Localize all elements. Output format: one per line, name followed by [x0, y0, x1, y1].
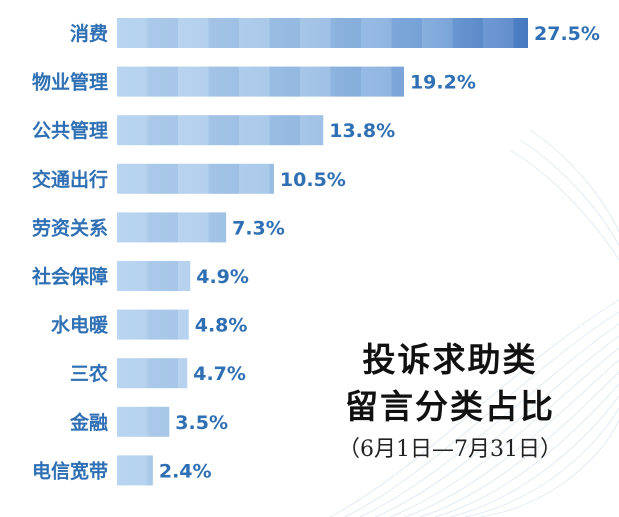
bar — [117, 163, 274, 194]
bar-tile — [269, 18, 300, 48]
category-label: 水电暖 — [51, 314, 109, 337]
bar-tile — [208, 163, 239, 194]
bar-tile — [147, 163, 178, 194]
bar-tile — [178, 115, 209, 146]
bar-tile — [452, 18, 483, 48]
category-label: 劳资关系 — [32, 216, 108, 239]
bar-tile — [208, 212, 227, 243]
bar — [117, 406, 170, 437]
bar-tile — [147, 358, 178, 389]
bar-group — [117, 212, 227, 243]
bar-tile — [361, 18, 392, 48]
bar-group — [117, 406, 170, 437]
bar-tile — [239, 163, 270, 194]
bar-tile — [422, 18, 453, 48]
bar-tile — [391, 18, 422, 48]
bar-group — [117, 455, 153, 486]
bar-tile — [147, 406, 170, 437]
bar — [117, 66, 404, 97]
bar-tile — [147, 309, 178, 340]
bar-tile — [361, 66, 392, 97]
bar — [117, 212, 227, 243]
bar — [117, 18, 528, 48]
value-label: 10.5% — [280, 169, 346, 191]
bar-tile — [208, 66, 239, 97]
bar-group — [117, 358, 188, 389]
bar-tile — [513, 18, 528, 48]
value-label: 27.5% — [534, 23, 600, 45]
bar-tile — [178, 358, 188, 389]
bar-tile — [330, 18, 361, 48]
bar-tile — [147, 261, 178, 291]
category-label: 交通出行 — [32, 168, 108, 191]
bar-tile — [300, 115, 324, 146]
bar-tile — [208, 115, 239, 146]
bar-tile — [208, 18, 239, 48]
bar — [117, 115, 324, 146]
bar-group — [117, 309, 189, 340]
category-label: 物业管理 — [32, 71, 108, 94]
bar — [117, 358, 188, 389]
bar-tile — [178, 212, 209, 243]
value-label: 2.4% — [159, 460, 212, 482]
category-label: 金融 — [69, 411, 108, 434]
chart-title-block: 投诉求助类 留言分类占比 （6月1日—7月31日） — [300, 338, 600, 468]
bar-group — [117, 18, 528, 48]
bar-tile — [178, 309, 189, 340]
bar-tile — [178, 18, 209, 48]
bar-tile — [178, 261, 191, 291]
bar — [117, 309, 189, 340]
chart-title-line-2: 留言分类占比 — [345, 387, 555, 426]
category-label: 社会保障 — [31, 265, 108, 288]
bar-tile — [269, 115, 300, 146]
category-label: 消费 — [70, 22, 108, 45]
bar-group — [117, 66, 404, 97]
bar — [117, 261, 191, 291]
chart-subtitle-date-range: （6月1日—7月31日） — [338, 437, 562, 462]
bar-tile — [239, 18, 270, 48]
bar-tile — [239, 66, 270, 97]
category-label: 三农 — [70, 362, 108, 385]
value-label: 13.8% — [329, 120, 395, 142]
bar-tile — [330, 66, 361, 97]
category-label: 公共管理 — [32, 119, 108, 142]
value-label: 19.2% — [410, 72, 476, 94]
bar-tile — [147, 115, 178, 146]
value-label: 4.7% — [193, 363, 246, 385]
chart-title-line-1: 投诉求助类 — [362, 340, 538, 379]
bar-tile — [483, 18, 514, 48]
bar-group — [117, 261, 191, 291]
bar-tile — [178, 163, 209, 194]
bar — [117, 455, 153, 486]
bar-tile — [300, 18, 331, 48]
bar-tile — [300, 66, 331, 97]
value-label: 7.3% — [232, 217, 285, 239]
bar-tile — [178, 66, 209, 97]
bar-group — [117, 115, 324, 146]
bar-tile — [269, 163, 274, 194]
bar-tile — [239, 115, 270, 146]
value-label: 4.8% — [195, 315, 248, 337]
bar-tile — [147, 212, 178, 243]
bar-tile — [147, 66, 178, 97]
bar-tile — [147, 18, 178, 48]
bar-tile — [391, 66, 404, 97]
bar-tile — [147, 455, 153, 486]
bar-tile — [269, 66, 300, 97]
value-label: 3.5% — [175, 412, 228, 434]
category-label: 电信宽带 — [32, 459, 108, 482]
value-label: 4.9% — [196, 266, 249, 288]
bar-group — [117, 163, 274, 194]
